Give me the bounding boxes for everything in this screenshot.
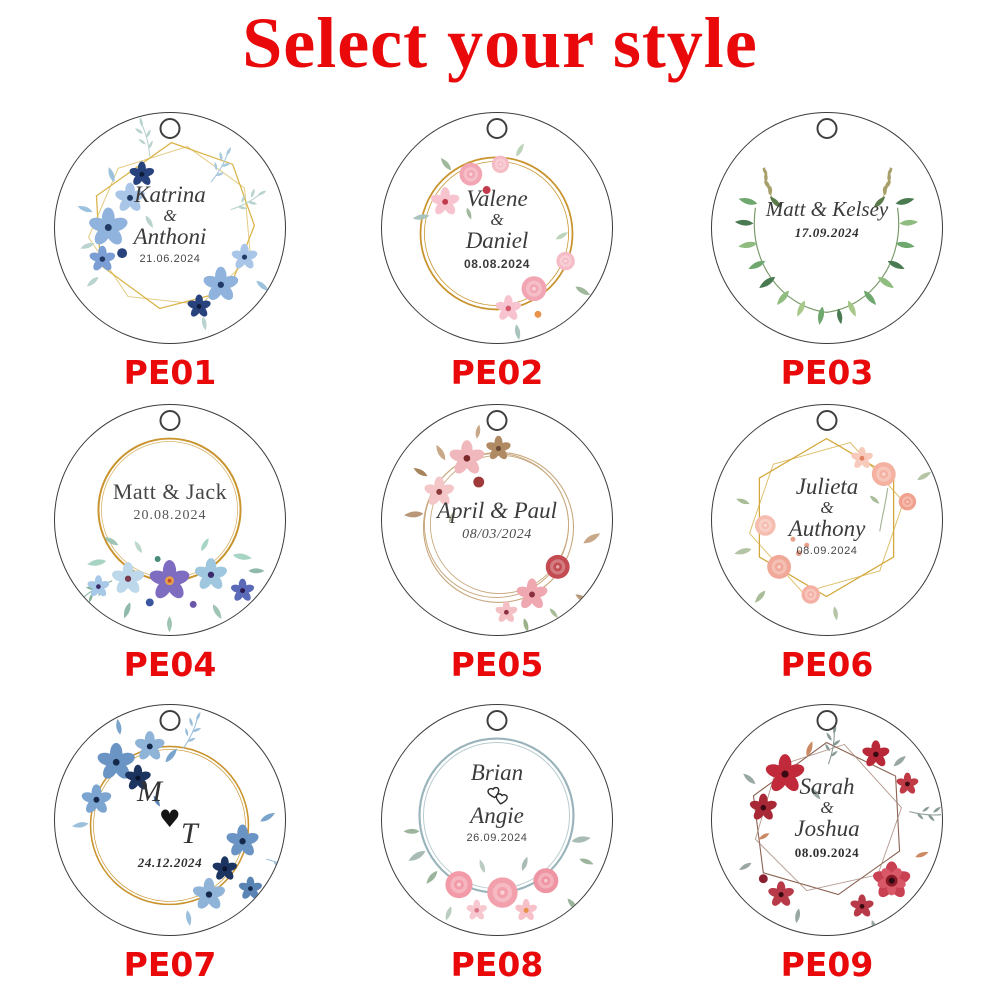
blue-floral-gold-geometric-wreath-illustration [76, 113, 284, 331]
couple-name-2: Authony [788, 515, 866, 541]
couple-name-2: Anthoni [133, 223, 207, 249]
ampersand: & [820, 797, 834, 817]
wedding-date: 21.06.2024 [139, 252, 201, 265]
pink-roses-gold-ring-wreath-illustration [412, 142, 592, 341]
tag-text: Valene & Daniel 08.08.2024 [382, 187, 612, 271]
style-code: PE06 [780, 645, 874, 684]
tag-hole-icon [159, 710, 181, 731]
tag-text: Julieta & Authony 08.09.2024 [712, 475, 942, 557]
style-code: PE09 [780, 945, 874, 984]
wedding-date: 17.09.2024 [794, 224, 860, 240]
peach-roses-gold-hexagon-wreath-illustration [733, 437, 933, 621]
style-option-pe05[interactable]: April & Paul 08/03/2024 PE05 [381, 404, 613, 684]
style-code: PE08 [450, 945, 544, 984]
red-flowers-hexagon-frame-wreath-illustration [738, 705, 941, 934]
page-title: Select your style [242, 3, 758, 83]
couple-name-2: Joshua [794, 815, 860, 841]
beige-rings-dusty-pink-flowers-illustration [403, 424, 602, 633]
couple-name-1: Brian [470, 760, 524, 785]
tag-disc: Brian Angie 26.09.2024 [381, 704, 613, 936]
style-option-pe07[interactable]: M ♥ T 24.12.2024 PE07 [54, 704, 286, 984]
style-option-pe02[interactable]: Valene & Daniel 08.08.2024 PE02 [381, 112, 613, 392]
style-code: PE05 [450, 645, 544, 684]
tag-disc: Sarah & Joshua 08.09.2024 [711, 704, 943, 936]
style-option-pe04[interactable]: Matt & Jack 20.08.2024 PE04 [54, 404, 286, 684]
couple-name-1: Julieta [795, 474, 859, 499]
tag-hole-icon [159, 118, 181, 139]
wedding-date: 26.09.2024 [466, 831, 528, 844]
gold-ring-blue-purple-flowers-illustration [55, 437, 265, 633]
style-code: PE04 [123, 645, 217, 684]
wedding-date: 20.08.2024 [133, 507, 207, 523]
double-hearts-icon [487, 786, 508, 805]
wedding-date: 08.09.2024 [794, 844, 860, 860]
couple-names: Matt & Jack [112, 479, 228, 504]
tag-hole-icon [159, 410, 181, 431]
tag-disc: Katrina & Anthoni 21.06.2024 [54, 112, 286, 344]
wedding-date: 08.09.2024 [796, 544, 858, 557]
couple-names: April & Paul [436, 498, 558, 523]
initial-1: M [137, 775, 162, 808]
tag-disc: Matt & Jack 20.08.2024 [54, 404, 286, 636]
tag-hole-icon [816, 710, 838, 731]
heart-icon: ♥ [159, 805, 181, 833]
tag-text: Matt & Jack 20.08.2024 [55, 479, 285, 524]
wedding-date: 24.12.2024 [137, 855, 203, 870]
couple-name-1: Sarah [799, 774, 855, 799]
couple-name-2: Daniel [465, 227, 529, 253]
blue-floral-gold-ring-wreath-illustration [71, 705, 284, 928]
ampersand: & [490, 209, 504, 229]
tag-hole-icon [486, 118, 508, 139]
wedding-date: 08.08.2024 [463, 256, 531, 271]
tag-disc: Julieta & Authony 08.09.2024 [711, 404, 943, 636]
tag-hole-icon [486, 410, 508, 431]
green-foliage-wreath-illustration [734, 166, 919, 326]
style-code: PE07 [123, 945, 217, 984]
tag-disc: Valene & Daniel 08.08.2024 [381, 112, 613, 344]
wedding-date: 08/03/2024 [462, 526, 532, 542]
tag-text: April & Paul 08/03/2024 [382, 499, 612, 543]
tag-text: Katrina & Anthoni 21.06.2024 [55, 183, 285, 265]
couple-name-1: Valene [466, 186, 528, 211]
couple-names: Matt & Kelsey [765, 197, 889, 221]
tag-disc: April & Paul 08/03/2024 [381, 404, 613, 636]
style-code: PE02 [450, 353, 544, 392]
style-option-pe09[interactable]: Sarah & Joshua 08.09.2024 PE09 [711, 704, 943, 984]
tag-text: Matt & Kelsey 17.09.2024 [712, 197, 942, 241]
couple-name-2: Angie [470, 802, 524, 828]
ampersand: & [163, 205, 177, 225]
style-option-pe03[interactable]: Matt & Kelsey 17.09.2024 PE03 [711, 112, 943, 392]
tag-disc: M ♥ T 24.12.2024 [54, 704, 286, 936]
initial-2: T [181, 817, 198, 850]
style-option-pe08[interactable]: Brian Angie 26.09.2024 PE08 [381, 704, 613, 984]
tag-text: Sarah & Joshua 08.09.2024 [712, 775, 942, 861]
style-option-pe06[interactable]: Julieta & Authony 08.09.2024 PE06 [711, 404, 943, 684]
style-code: PE03 [780, 353, 874, 392]
couple-name-1: Katrina [134, 182, 206, 207]
style-option-pe01[interactable]: Katrina & Anthoni 21.06.2024 PE01 [54, 112, 286, 392]
tag-hole-icon [816, 410, 838, 431]
ampersand: & [820, 497, 834, 517]
tag-text: M ♥ T 24.12.2024 [55, 705, 285, 935]
pink-roses-slate-ring-wreath-illustration [403, 737, 595, 922]
tag-text: Brian Angie 26.09.2024 [382, 761, 612, 844]
tag-disc: Matt & Kelsey 17.09.2024 [711, 112, 943, 344]
style-code: PE01 [123, 353, 217, 392]
tag-hole-icon [816, 118, 838, 139]
tag-hole-icon [486, 710, 508, 731]
